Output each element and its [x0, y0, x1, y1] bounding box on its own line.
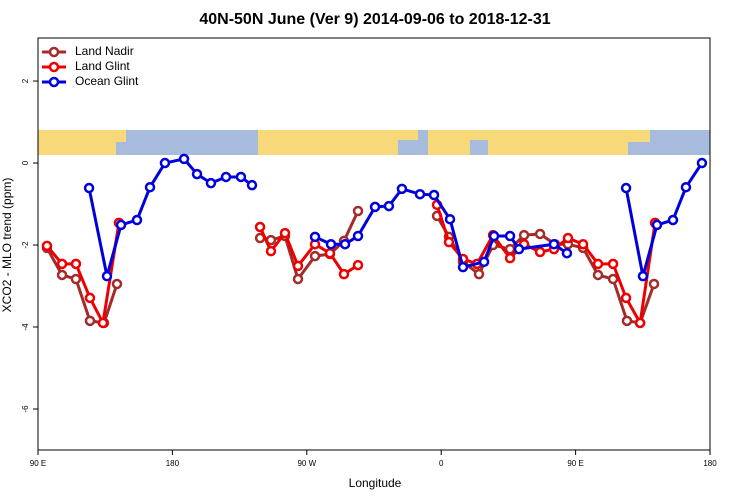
plot-frame [37, 37, 711, 451]
y-axis-label: XCO2 - MLO trend (ppm) [0, 178, 14, 313]
data-point [338, 268, 350, 280]
data-point [246, 179, 258, 191]
data-point [518, 229, 530, 241]
data-point [488, 230, 500, 242]
x-tick-label: 90 E [567, 459, 583, 468]
x-tick-label: 90 E [30, 459, 46, 468]
data-point [478, 256, 490, 268]
y-tick-label: -6 [21, 405, 30, 413]
data-point [70, 273, 82, 285]
data-point [620, 182, 632, 194]
data-point [428, 189, 440, 201]
data-point [648, 278, 660, 290]
legend-label: Ocean Glint [75, 74, 139, 88]
x-tick-label: 180 [166, 459, 180, 468]
data-point [457, 261, 469, 273]
data-point [592, 258, 604, 270]
data-point [220, 171, 232, 183]
data-point [309, 231, 321, 243]
legend-marker [48, 61, 60, 73]
data-point [607, 273, 619, 285]
data-point [352, 259, 364, 271]
data-point [111, 278, 123, 290]
data-point [101, 270, 113, 282]
data-point [534, 246, 546, 258]
y-tick-label: 0 [21, 160, 30, 165]
data-point [504, 252, 516, 264]
data-point [607, 258, 619, 270]
data-point [696, 157, 708, 169]
data-point [473, 268, 485, 280]
data-point [577, 238, 589, 250]
data-point [548, 238, 560, 250]
data-point [279, 227, 291, 239]
data-point [83, 182, 95, 194]
data-point [667, 214, 679, 226]
legend-marker [48, 46, 60, 58]
data-point [84, 292, 96, 304]
y-tick-label: -4 [21, 323, 30, 331]
data-point [265, 245, 277, 257]
data-point [513, 243, 525, 255]
data-point [534, 228, 546, 240]
data-point [562, 232, 574, 244]
data-point [383, 200, 395, 212]
data-point [637, 270, 649, 282]
legend-marker [48, 76, 60, 88]
data-point [620, 292, 632, 304]
data-point [680, 181, 692, 193]
data-point [97, 317, 109, 329]
data-point [561, 247, 573, 259]
data-point [352, 205, 364, 217]
data-point [131, 214, 143, 226]
data-point [144, 181, 156, 193]
data-point [292, 260, 304, 272]
data-point [592, 269, 604, 281]
data-point [443, 236, 455, 248]
data-point [339, 238, 351, 250]
x-tick-label: 90 W [297, 459, 316, 468]
data-point [504, 230, 516, 242]
series-line [45, 210, 656, 325]
series-line [87, 157, 704, 277]
data-point [444, 213, 456, 225]
data-point [159, 157, 171, 169]
chart-title: 40N-50N June (Ver 9) 2014-09-06 to 2018-… [199, 11, 550, 28]
data-point [235, 171, 247, 183]
data-point [115, 219, 127, 231]
data-point [621, 315, 633, 327]
data-point [56, 269, 68, 281]
data-point [70, 258, 82, 270]
data-point [651, 219, 663, 231]
data-point [325, 238, 337, 250]
data-point [369, 201, 381, 213]
x-tick-label: 180 [703, 459, 717, 468]
data-point [191, 168, 203, 180]
data-point [414, 188, 426, 200]
data-point [41, 240, 53, 252]
legend-label: Land Glint [75, 59, 130, 73]
map-strip [38, 130, 710, 155]
x-axis-label: Longitude [349, 476, 402, 490]
data-point [309, 250, 321, 262]
data-point [205, 177, 217, 189]
data-point [84, 315, 96, 327]
data-point [292, 273, 304, 285]
y-tick-label: 2 [21, 78, 30, 83]
data-point [254, 221, 266, 233]
data-point [352, 230, 364, 242]
x-tick-label: 0 [439, 459, 444, 468]
data-point [396, 183, 408, 195]
data-point [634, 317, 646, 329]
legend-label: Land Nadir [75, 44, 134, 58]
y-tick-label: -2 [21, 241, 30, 249]
data-point [324, 247, 336, 259]
data-point [178, 153, 190, 165]
data-point [56, 258, 68, 270]
